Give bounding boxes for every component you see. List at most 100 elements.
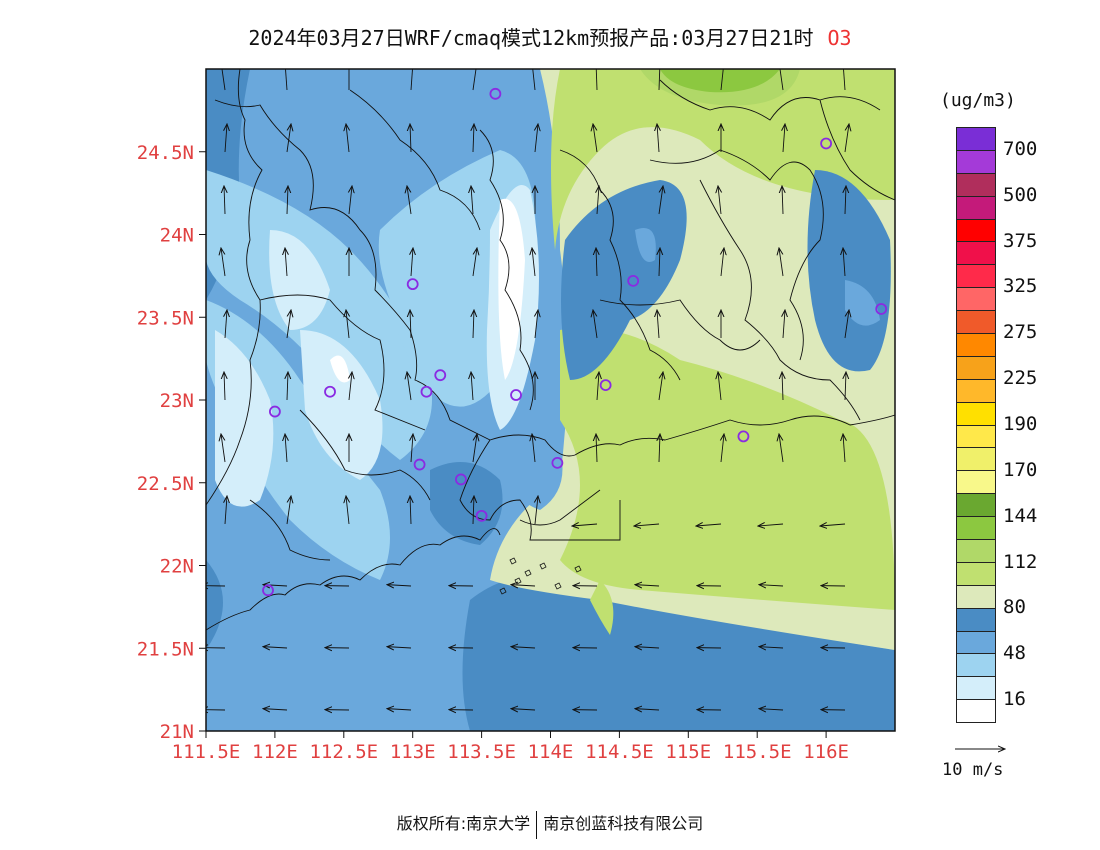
wind-arrow [411, 248, 413, 277]
boundary-line [206, 528, 501, 631]
wind-arrow [535, 124, 538, 153]
colorbar-swatch [957, 608, 995, 632]
colorbar-unit: (ug/m3) [940, 90, 1016, 111]
axis-ticks [199, 151, 827, 738]
wind-arrow [593, 310, 598, 339]
wind-arrow [718, 372, 721, 401]
lat-label: 23.5N [137, 307, 194, 329]
lon-label: 115.5E [723, 741, 792, 763]
wind-arrow [407, 372, 412, 401]
colorbar-label: 16 [1003, 688, 1026, 711]
wind-arrow [535, 496, 538, 525]
wind-arrow [225, 496, 227, 525]
station-marker [420, 385, 433, 398]
footer-divider [536, 810, 538, 839]
colorbar-swatch [957, 219, 995, 243]
wind-arrow [696, 524, 722, 526]
colorbar [956, 127, 996, 723]
station-marker [489, 87, 502, 100]
colorbar-swatch [957, 311, 995, 335]
station-marker [820, 137, 832, 150]
central-low-80 [561, 180, 687, 380]
wind-arrow [597, 186, 599, 215]
monitoring-stations [262, 87, 888, 597]
se-field-112 [560, 328, 895, 610]
footer-copyright: 版权所有:南京大学 [396, 814, 531, 833]
coast-field-112 [590, 580, 614, 635]
colorbar-swatch [957, 128, 995, 151]
wind-arrow [263, 647, 288, 648]
wind-arrow [759, 709, 784, 710]
map-title-text: 2024年03月27日WRF/cmaq模式12km预报产品:03月27日21时 [248, 26, 814, 50]
colorbar-swatch [957, 448, 995, 472]
wind-arrow [634, 524, 660, 526]
station-marker [406, 278, 419, 291]
latitude-labels: 24.5N 24N 23.5N 23N 22.5N 22N 21.5N 21N [137, 142, 194, 743]
wind-arrow [657, 310, 659, 339]
wind-arrow [387, 709, 412, 710]
island-outline [539, 562, 547, 570]
wind-arrow [843, 248, 845, 277]
colorbar-swatch [957, 356, 995, 380]
lat-label: 22.5N [137, 473, 194, 495]
wind-arrow [659, 434, 660, 463]
copyright-footer: 版权所有:南京大学 南京创蓝科技有限公司 [0, 810, 1100, 839]
colorbar-swatch [957, 677, 995, 701]
wind-arrow [657, 124, 659, 153]
island-outline [524, 569, 532, 577]
colorbar-swatch [957, 334, 995, 357]
wind-vectors [206, 69, 849, 710]
colorbar-label: 144 [1003, 504, 1038, 527]
wind-arrow [221, 69, 226, 91]
inland-16-a [215, 330, 274, 507]
boundary-line [519, 489, 601, 526]
station-marker [875, 303, 888, 315]
admin-boundaries [206, 69, 895, 631]
boundary-line [659, 79, 881, 121]
station-marker [599, 379, 612, 392]
station-marker [475, 509, 488, 522]
ozone-concentration-field [206, 69, 895, 731]
wind-arrow [511, 709, 536, 710]
pollutant-species-label: O3 [827, 26, 852, 50]
colorbar-swatch [957, 700, 995, 723]
wind-arrow [411, 434, 413, 463]
wind-arrow [844, 124, 849, 153]
colorbar-swatch [957, 173, 995, 197]
wind-arrow [346, 124, 349, 153]
boundary-line [214, 99, 491, 441]
prd-80 [430, 462, 503, 545]
wind-arrow [820, 524, 846, 526]
wind-arrow [759, 647, 784, 648]
wind-arrow [346, 496, 349, 525]
wind-arrow [659, 69, 660, 91]
colorbar-label: 112 [1003, 550, 1038, 573]
wind-arrow [532, 69, 535, 91]
wind-arrow [285, 434, 287, 463]
lon-label: 113E [390, 741, 436, 763]
colorbar-swatch [957, 654, 995, 678]
wind-arrow [225, 310, 227, 339]
wind-arrow [221, 434, 226, 463]
station-marker [434, 369, 447, 382]
lon-label: 116E [803, 741, 849, 763]
wind-arrow [597, 372, 599, 401]
colorbar-swatch [957, 425, 995, 449]
colorbar-swatch [957, 562, 995, 586]
colorbar-label: 375 [1003, 229, 1038, 252]
wind-arrow [224, 372, 225, 401]
wind-arrow [658, 372, 663, 401]
wind-arrow [845, 372, 846, 401]
colorbar-swatch [957, 288, 995, 312]
wind-arrow [593, 124, 598, 153]
footer-company: 南京创蓝科技有限公司 [543, 814, 704, 833]
boundary-line [599, 299, 761, 351]
boundary-line [819, 99, 895, 201]
wind-arrow [287, 186, 288, 215]
colorbar-label: 500 [1003, 183, 1038, 206]
lon-label: 113.5E [447, 741, 516, 763]
wind-arrow [387, 585, 412, 586]
wind-arrow [472, 248, 477, 277]
station-marker [324, 385, 336, 398]
colorbar-swatch [957, 517, 995, 541]
